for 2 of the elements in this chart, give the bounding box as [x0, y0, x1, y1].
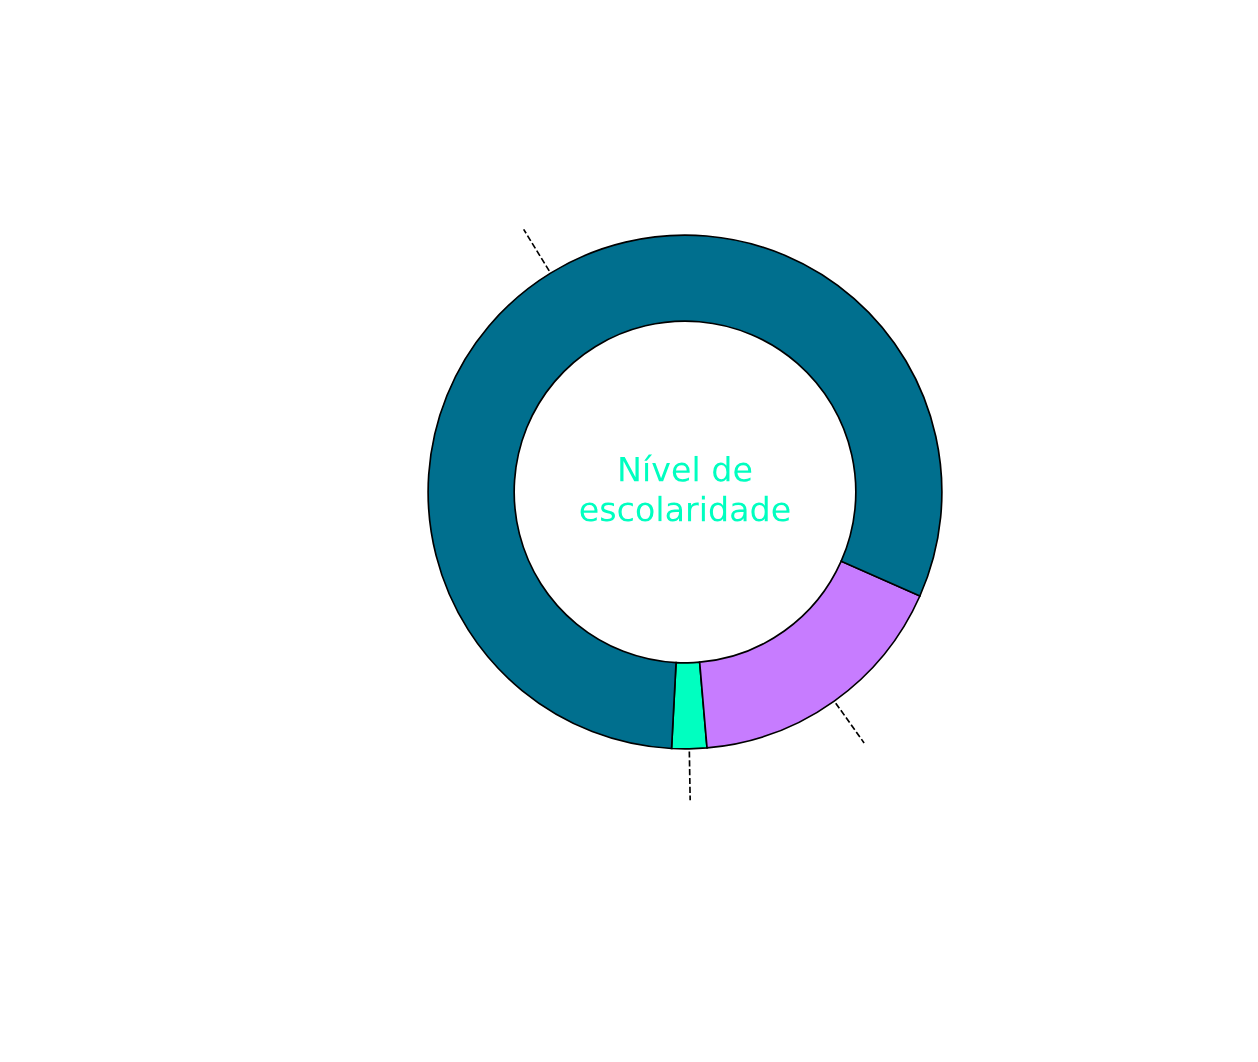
text: Nível de escolaridade — [580, 454, 790, 522]
donut-slice — [427, 234, 943, 750]
